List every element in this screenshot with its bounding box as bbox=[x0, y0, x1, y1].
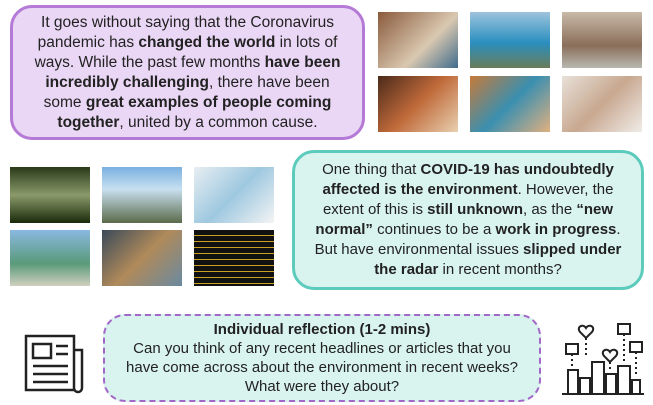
reflection-body: Can you think of any recent headlines or… bbox=[117, 339, 527, 396]
photo bbox=[102, 167, 182, 223]
photo bbox=[562, 76, 642, 132]
social-city-icon bbox=[558, 318, 648, 400]
environment-segment: still unknown bbox=[427, 201, 523, 218]
slide: It goes without saying that the Coronavi… bbox=[0, 0, 653, 405]
photo bbox=[470, 12, 550, 68]
photo bbox=[194, 230, 274, 286]
environment-segment: One thing that bbox=[322, 161, 420, 178]
photo bbox=[10, 167, 90, 223]
environment-segment: , as the bbox=[523, 201, 576, 218]
newspaper-icon bbox=[18, 328, 88, 398]
environment-segment: continues to be a bbox=[373, 221, 496, 238]
environment-text: One thing that COVID-19 has undoubtedly … bbox=[309, 160, 627, 280]
photo bbox=[470, 76, 550, 132]
photo bbox=[378, 12, 458, 68]
environment-segment: work in progress bbox=[496, 221, 617, 238]
photo bbox=[102, 230, 182, 286]
photo bbox=[194, 167, 274, 223]
reflection-box: Individual reflection (1-2 mins) Can you… bbox=[103, 314, 541, 402]
environment-box: One thing that COVID-19 has undoubtedly … bbox=[292, 150, 644, 290]
environment-segment: in recent months? bbox=[438, 261, 561, 278]
intro-text: It goes without saying that the Coronavi… bbox=[27, 13, 348, 133]
photo bbox=[378, 76, 458, 132]
intro-segment: , united by a common cause. bbox=[119, 114, 317, 131]
intro-box: It goes without saying that the Coronavi… bbox=[10, 5, 365, 140]
photo bbox=[562, 12, 642, 68]
intro-segment: changed the world bbox=[138, 34, 275, 51]
reflection-title: Individual reflection (1-2 mins) bbox=[214, 320, 431, 339]
photo bbox=[10, 230, 90, 286]
